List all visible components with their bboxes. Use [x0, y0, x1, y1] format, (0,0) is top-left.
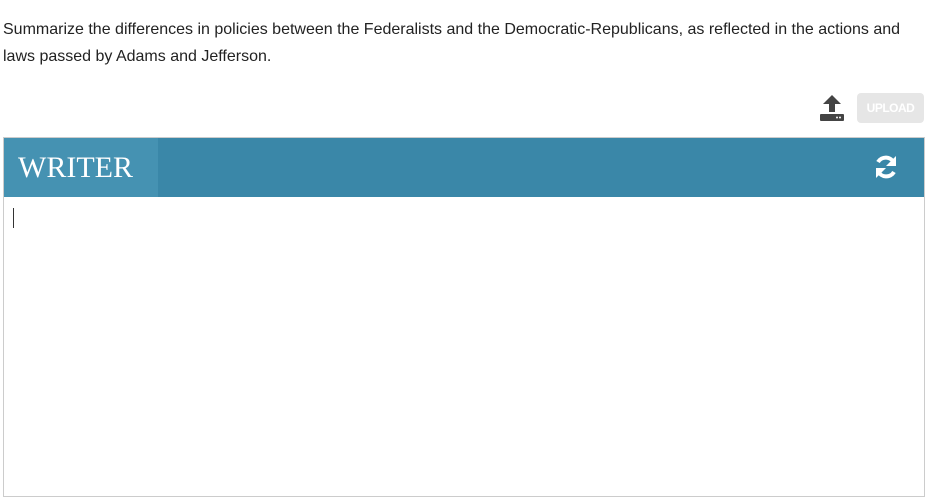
- page: Summarize the differences in policies be…: [3, 21, 925, 497]
- writer-panel: WRITER: [3, 137, 925, 497]
- writer-header: WRITER: [4, 138, 924, 197]
- upload-button[interactable]: UPLOAD: [857, 93, 924, 123]
- writer-tab[interactable]: [4, 138, 158, 197]
- question-text: Summarize the differences in policies be…: [3, 21, 901, 65]
- upload-icon[interactable]: [818, 93, 846, 123]
- text-cursor: [13, 208, 14, 228]
- refresh-icon[interactable]: [872, 153, 900, 181]
- writer-title: WRITER: [18, 151, 133, 184]
